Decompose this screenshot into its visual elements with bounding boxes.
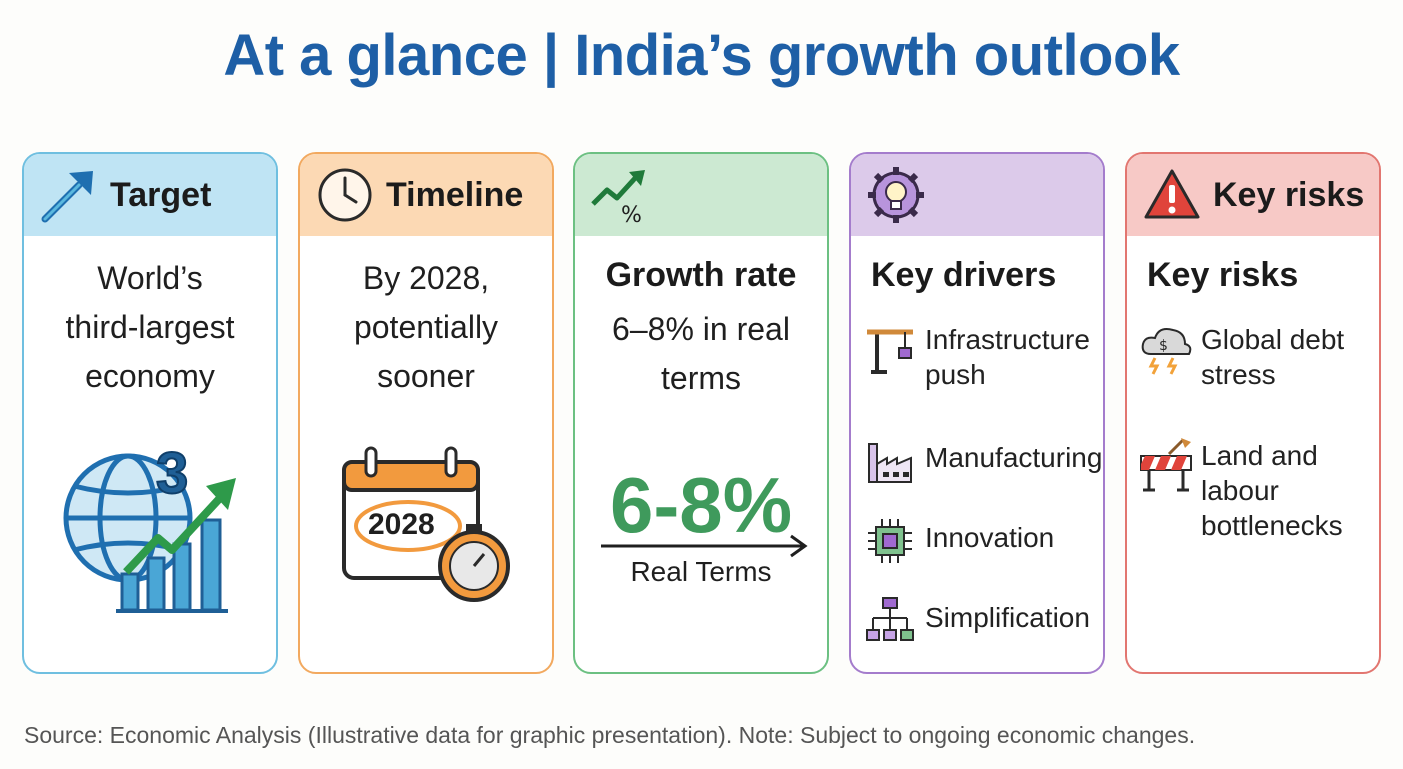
risks-card: Key risks Key risks $ Global debt stress [1125, 152, 1381, 674]
factory-icon [863, 434, 917, 488]
driver-label-line: Simplification [925, 602, 1090, 633]
driver-label-line: push [925, 359, 986, 390]
timeline-text-line: By 2028, [362, 260, 490, 296]
timeline-card-header: Timeline [300, 154, 552, 236]
driver-item-manufacturing: Manufacturing [863, 434, 1102, 488]
risk-label-line: Global debt [1201, 324, 1345, 355]
risk-item-debt: $ Global debt stress [1139, 322, 1344, 392]
risk-label-line: Land and [1201, 440, 1318, 471]
growth-text: 6–8% in real terms [575, 305, 827, 403]
target-text: World’s third-largest economy [24, 254, 276, 401]
driver-label-line: Infrastructure [925, 324, 1090, 355]
driver-label-line: Manufacturing [925, 442, 1103, 473]
growth-text-line: terms [661, 360, 741, 396]
flowchart-icon [863, 594, 917, 648]
target-card-title: Target [110, 175, 212, 214]
crane-icon [863, 322, 917, 376]
target-text-line: World’s [97, 260, 203, 296]
growth-card: % Growth rate 6–8% in real terms 6-8% Re… [573, 152, 829, 674]
driver-label: Infrastructure push [925, 322, 1090, 392]
svg-text:$: $ [1159, 338, 1168, 354]
drivers-card-header [851, 154, 1103, 236]
calendar-stopwatch-illustration: 2028 [338, 444, 528, 619]
driver-item-innovation: Innovation [863, 514, 1054, 568]
gear-bulb-icon [865, 164, 927, 226]
growth-big-value: 6-8% [609, 461, 793, 549]
risk-label: Global debt stress [1201, 322, 1344, 392]
target-card-header: Target [24, 154, 276, 236]
rank-badge: 3 [155, 440, 189, 507]
roadblock-icon [1139, 438, 1193, 492]
target-text-line: third-largest [65, 309, 235, 345]
timeline-card-title: Timeline [386, 175, 524, 214]
driver-label: Innovation [925, 514, 1054, 555]
driver-label: Simplification [925, 594, 1090, 635]
drivers-subtitle: Key drivers [871, 256, 1057, 294]
driver-label-line: Innovation [925, 522, 1055, 553]
risks-card-title: Key risks [1213, 175, 1365, 214]
clock-icon [314, 164, 376, 226]
arrow-right-icon [599, 534, 809, 563]
target-text-line: economy [85, 358, 215, 394]
timeline-text-line: sooner [377, 358, 475, 394]
drivers-card: Key drivers Infrastructure push [849, 152, 1105, 674]
arrow-up-right-icon [38, 164, 100, 226]
timeline-card: Timeline By 2028, potentially sooner 202… [298, 152, 554, 674]
source-note: Source: Economic Analysis (Illustrative … [24, 722, 1196, 748]
growth-caption: Real Terms [630, 556, 772, 587]
warning-icon [1141, 164, 1203, 226]
page-title: At a glance | India’s growth outlook [223, 23, 1180, 88]
growth-text-line: 6–8% in real [612, 311, 790, 347]
growth-card-header: % [575, 154, 827, 236]
risk-label-line: bottlenecks [1201, 510, 1343, 541]
svg-text:%: % [621, 203, 642, 226]
risks-subtitle: Key risks [1147, 256, 1299, 294]
risk-label-line: labour [1201, 475, 1279, 506]
driver-label: Manufacturing [925, 434, 1102, 475]
driver-item-infrastructure: Infrastructure push [863, 322, 1090, 392]
storm-cloud-icon: $ [1139, 322, 1193, 376]
risk-item-land-labour: Land and labour bottlenecks [1139, 438, 1343, 543]
timeline-text: By 2028, potentially sooner [300, 254, 552, 401]
driver-item-simplification: Simplification [863, 594, 1090, 648]
chip-icon [863, 514, 917, 568]
globe-growth-illustration: 3 [60, 440, 250, 621]
growth-subtitle: Growth rate [605, 256, 797, 294]
growth-percent-icon: % [589, 164, 651, 226]
target-card: Target World’s third-largest economy 3 [22, 152, 278, 674]
risks-card-header: Key risks [1127, 154, 1379, 236]
risk-label-line: stress [1201, 359, 1276, 390]
risk-label: Land and labour bottlenecks [1201, 438, 1343, 543]
timeline-text-line: potentially [353, 309, 499, 345]
calendar-year: 2028 [368, 508, 435, 541]
